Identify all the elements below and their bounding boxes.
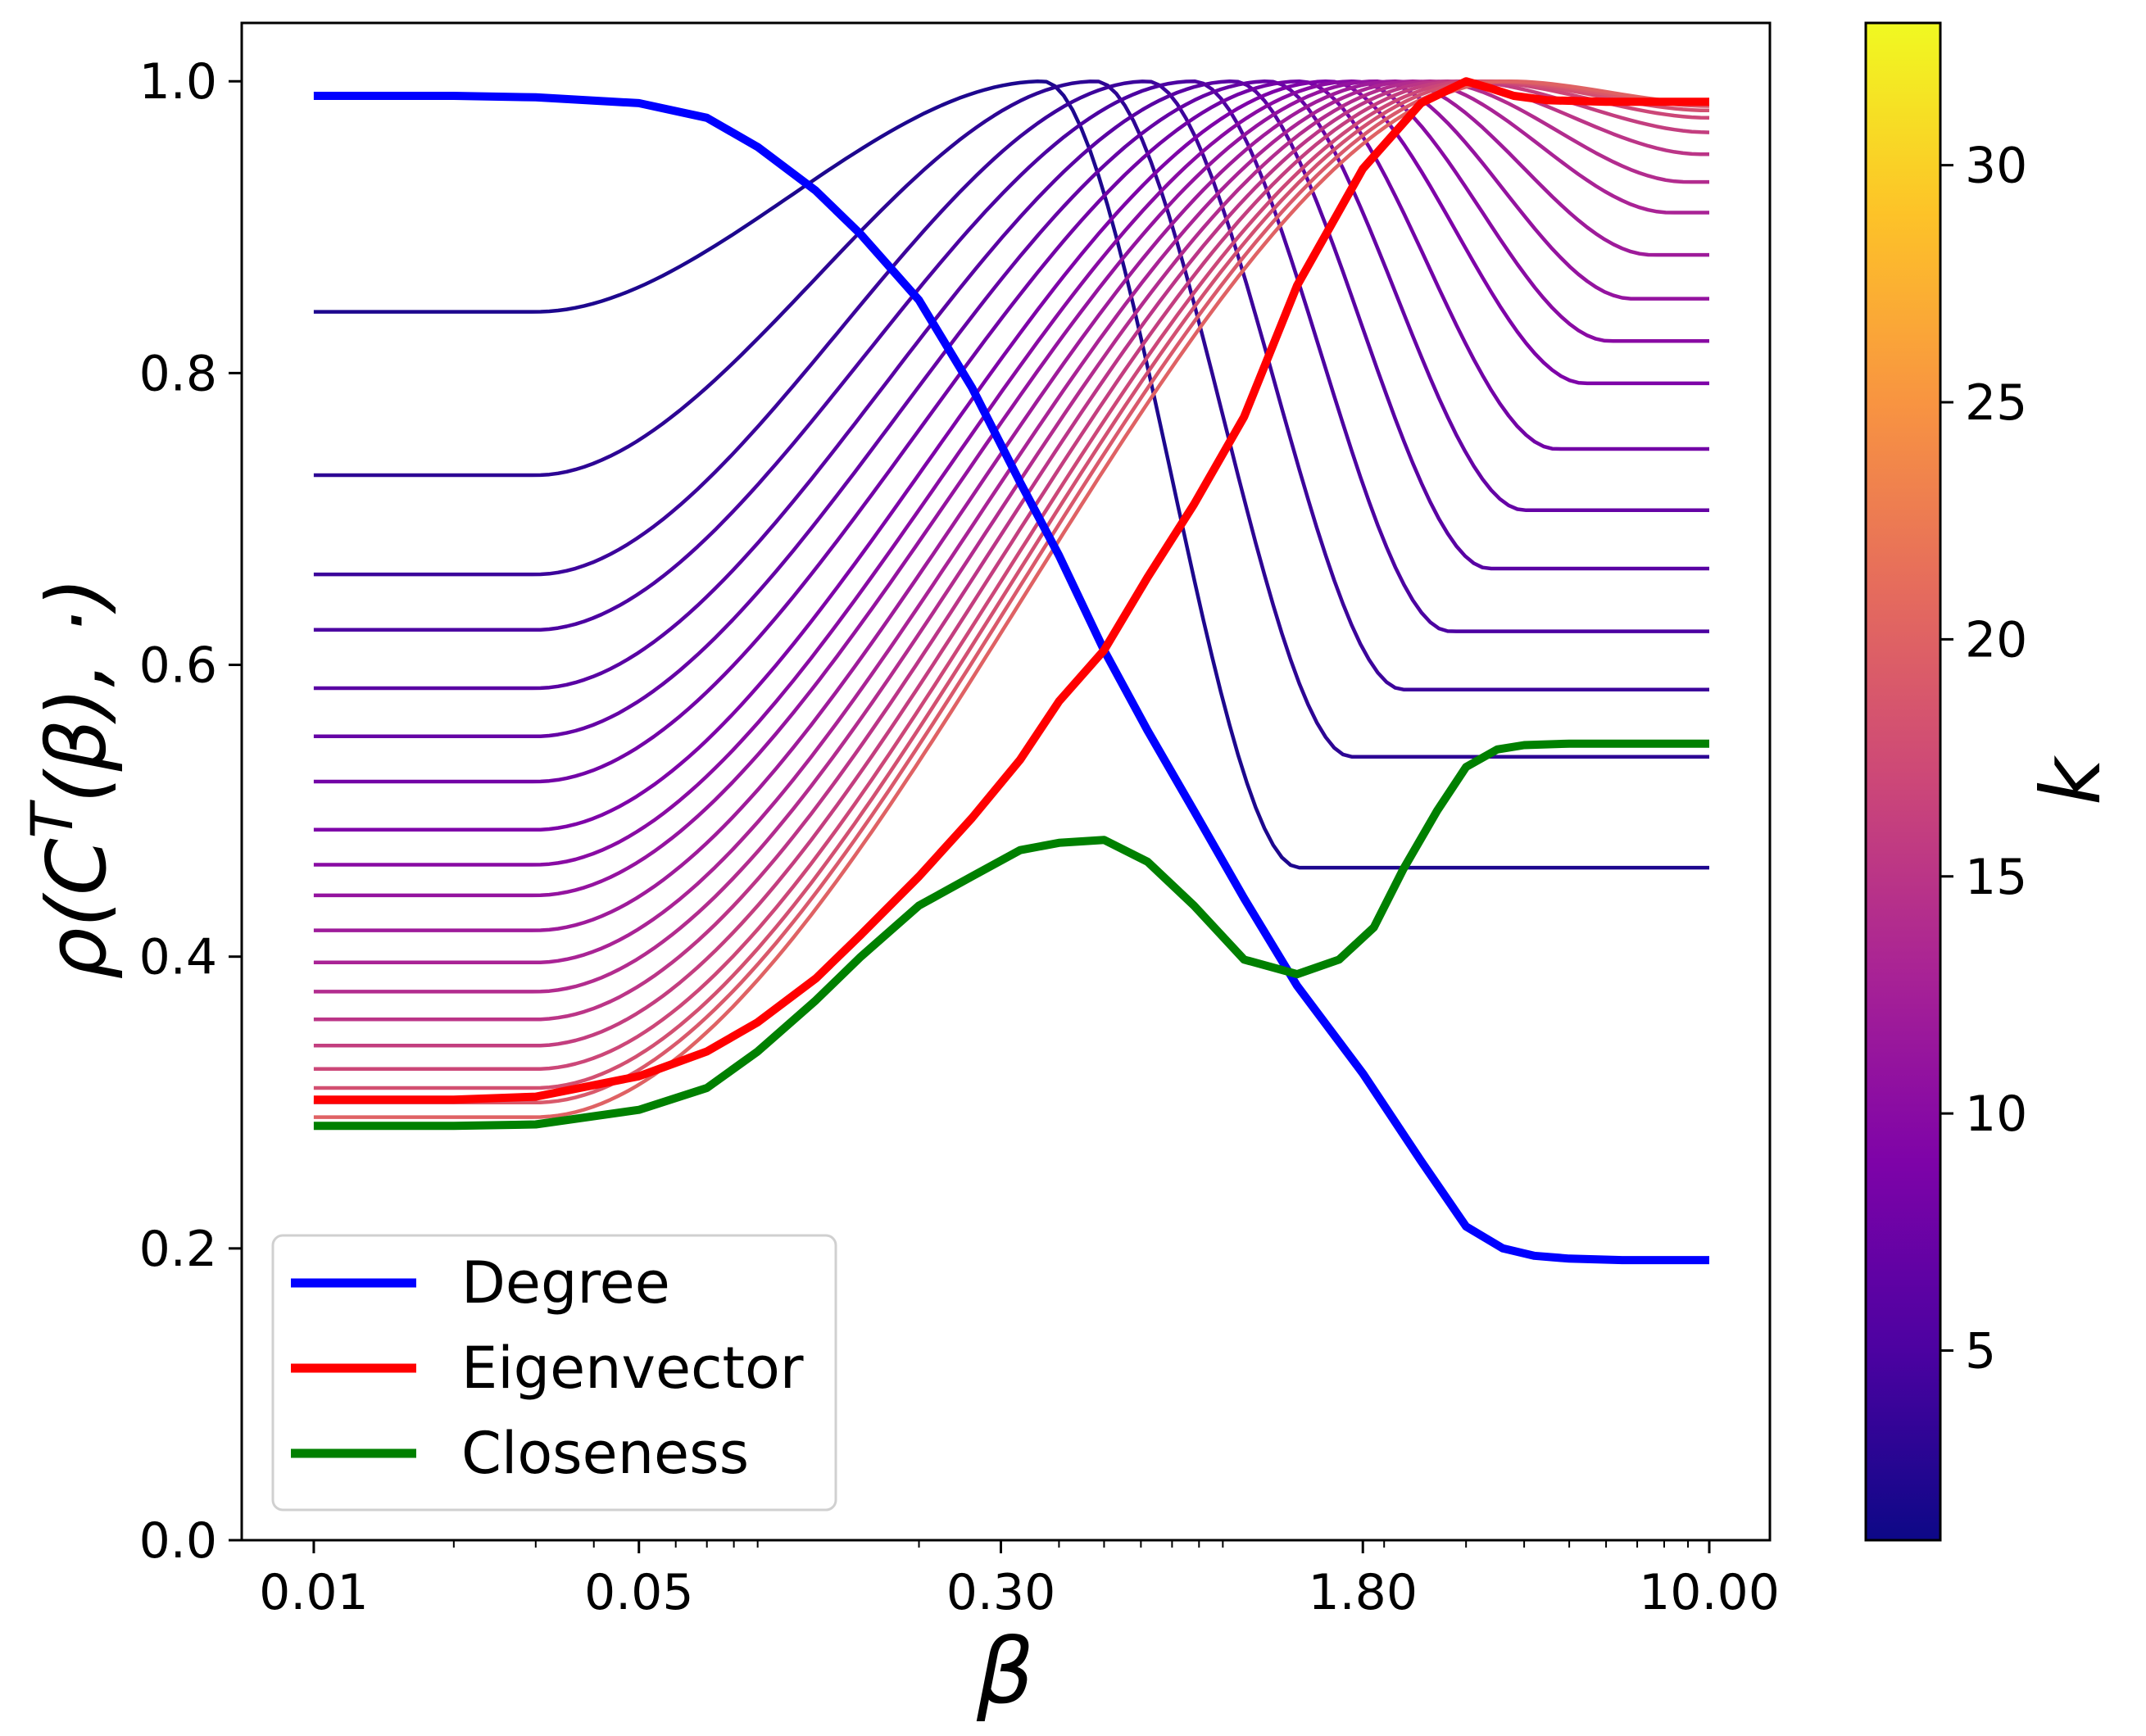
k-curve-family [313,79,1710,1119]
degree-series-line [313,92,1709,1265]
y-axis-title: ρ(CT(β), ·) [19,577,125,979]
k-curve [313,79,1710,1105]
colorbar-tick-label: 30 [1965,138,2027,195]
colorbar-tick-label: 15 [1965,849,2027,906]
legend: Degree Eigenvector Closeness [271,1234,837,1512]
eigenvector-series-line [313,77,1709,1104]
x-tick-label: 1.80 [1308,1564,1418,1621]
colorbar-tick-label: 25 [1965,374,2027,432]
legend-label-degree: Degree [461,1249,670,1317]
closeness-series-line [313,739,1709,1131]
k-curve [313,79,1709,994]
x-tick-label: 10.00 [1639,1564,1780,1621]
x-tick-label: 0.05 [584,1564,694,1621]
y-tick-label: 0.6 [139,637,217,695]
legend-label-closeness: Closeness [461,1420,749,1487]
x-axis: 0.01 0.05 0.30 1.80 10.00 [259,1540,1780,1621]
y-axis-title-sup: T [19,799,86,838]
k-curve [313,79,1709,784]
k-curve [313,79,1709,870]
y-tick-label: 0.4 [139,929,217,986]
y-tick-label: 1.0 [139,53,217,111]
legend-label-eigenvector: Eigenvector [461,1335,804,1402]
k-curve [313,79,1709,633]
colorbar: 5 10 15 20 25 30 k [1864,21,2119,1542]
x-axis-title: β [976,1619,1034,1724]
colorbar-tick-label: 10 [1965,1086,2027,1143]
k-curve [313,79,1709,867]
y-tick-label: 0.8 [139,345,217,402]
k-curve [313,79,1709,932]
x-tick-label: 0.30 [946,1564,1056,1621]
y-axis-title-tail: (β), ·) [29,577,125,803]
y-axis: 0.0 0.2 0.4 0.6 0.8 1.0 [139,53,242,1570]
y-tick-label: 0.0 [139,1512,217,1570]
k-curve [313,79,1709,832]
x-tick-label: 0.01 [259,1564,369,1621]
k-curve [313,79,1709,898]
colorbar-label: k [2023,755,2119,805]
k-curve [313,79,1709,692]
y-tick-label: 0.2 [139,1221,217,1278]
k-curve [313,79,1709,739]
colorbar-tick-label: 5 [1965,1323,1996,1380]
colorbar-ticks: 5 10 15 20 25 30 [1940,138,2027,1380]
colorbar-gradient [1864,21,1942,1542]
k-curve [313,79,1709,691]
y-axis-title-main: ρ(C [29,838,125,979]
legend-box [271,1234,837,1512]
colorbar-tick-label: 20 [1965,611,2027,669]
k-curve [313,79,1710,1090]
k-curve [313,79,1709,1022]
main-series [313,77,1709,1265]
plot-frame [240,21,1772,1542]
